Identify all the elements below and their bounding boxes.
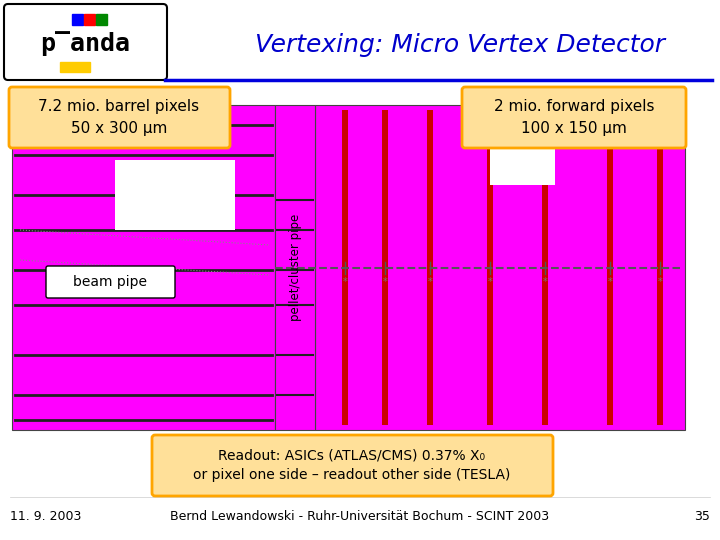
Text: p̅anda: p̅anda [40,31,130,57]
FancyBboxPatch shape [46,266,175,298]
Text: *: * [382,278,387,287]
Bar [487,110,493,425]
Text: Readout: ASICs (ATLAS/CMS) 0.37% X₀
or pixel one side – readout other side (TESL: Readout: ASICs (ATLAS/CMS) 0.37% X₀ or p… [193,449,510,482]
Bar [342,110,348,425]
Text: *: * [487,278,492,287]
Bar [96,14,107,25]
Bar [490,120,555,185]
Bar [427,110,433,425]
Text: 7.2 mio. barrel pixels
50 x 300 μm: 7.2 mio. barrel pixels 50 x 300 μm [38,99,199,136]
Bar [607,110,613,425]
Bar [657,110,663,425]
FancyBboxPatch shape [4,4,167,80]
FancyBboxPatch shape [462,87,686,148]
Text: *: * [657,278,662,287]
Bar [275,105,315,430]
Bar [382,110,388,425]
Text: *: * [543,278,547,287]
Text: *: * [608,278,613,287]
Text: 35: 35 [694,510,710,523]
Text: Bernd Lewandowski - Ruhr-Universität Bochum - SCINT 2003: Bernd Lewandowski - Ruhr-Universität Boc… [171,510,549,523]
Text: *: * [343,278,347,287]
Bar [60,62,90,72]
Text: 11. 9. 2003: 11. 9. 2003 [10,510,81,523]
Text: *: * [428,278,433,287]
Bar [542,110,548,425]
Text: pellet/cluster pipe: pellet/cluster pipe [289,214,302,321]
Text: Vertexing: Micro Vertex Detector: Vertexing: Micro Vertex Detector [255,33,665,57]
Text: 2 mio. forward pixels
100 x 150 μm: 2 mio. forward pixels 100 x 150 μm [494,99,654,136]
FancyBboxPatch shape [152,435,553,496]
Bar [72,14,83,25]
FancyBboxPatch shape [9,87,230,148]
Bar [315,105,685,430]
Bar [115,160,235,230]
Bar [84,14,95,25]
Bar [12,105,275,430]
Text: beam pipe: beam pipe [73,275,147,289]
